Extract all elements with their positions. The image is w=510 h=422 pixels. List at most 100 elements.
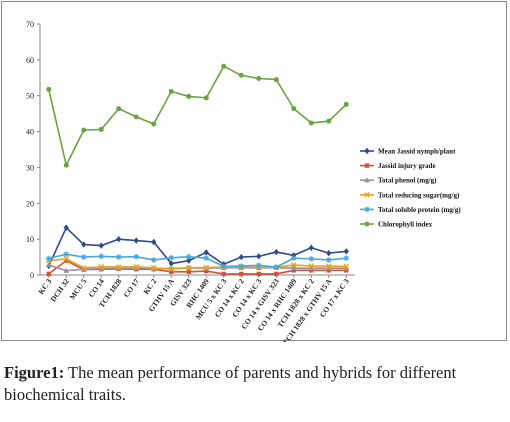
data-point [98,126,104,132]
data-point [185,264,192,271]
data-point [151,238,157,246]
data-point [239,271,244,277]
data-point [290,255,297,261]
data-point [63,251,70,258]
legend-label: Chlorophyll index [378,221,433,229]
series-3 [45,256,350,273]
data-point [308,265,315,271]
data-point [63,267,70,273]
data-point [98,263,105,270]
legend-marker [364,147,370,155]
data-point [238,253,244,261]
data-point [203,255,210,261]
data-point [81,241,87,248]
data-point [63,256,70,262]
data-point [256,76,262,82]
chart-series [45,63,350,277]
data-point [133,253,140,260]
data-point [45,261,52,268]
data-point [133,114,139,120]
data-point [343,265,350,271]
y-tick-label: 30 [26,163,34,172]
data-point [150,257,157,263]
data-point [325,263,332,269]
y-tick-label: 70 [26,20,34,29]
data-point [290,262,297,268]
y-tick-label: 20 [26,199,34,208]
legend-marker [364,163,370,168]
x-tick-label: KC 3 [36,277,53,296]
x-tick-label: KC 2 [141,277,158,296]
data-point [133,263,140,270]
legend-label: Mean Jassid nymph/plant [378,148,456,156]
data-point [238,263,245,269]
data-point [64,258,69,263]
series-line [47,65,347,167]
data-point [204,268,209,274]
data-point [133,265,140,271]
data-point [63,162,69,168]
y-tick-label: 0 [30,271,34,280]
data-point [343,101,349,107]
series-0 [46,224,349,270]
data-point [168,266,175,273]
data-point [80,266,87,272]
data-point [46,86,52,92]
caption-label: Figure1: [4,363,65,382]
data-point [343,248,349,255]
data-point [326,249,332,257]
legend-label: Total soluble protein (mg/g) [378,206,461,214]
legend-marker [364,191,370,198]
data-point [203,264,210,271]
data-point [168,254,175,261]
legend-marker [364,206,370,213]
data-point [115,254,122,260]
data-point [133,237,139,244]
data-point [185,253,192,260]
data-point [80,254,87,260]
data-point [343,255,350,261]
data-point [98,253,105,260]
caption-text: The mean performance of parents and hybr… [4,363,457,404]
data-point [150,264,157,271]
series-line [48,258,347,271]
figure-caption: Figure1: The mean performance of parents… [4,362,504,406]
legend-marker [364,221,370,227]
legend-label: Total phenol (mg/g) [378,177,437,185]
data-point [46,271,51,277]
data-point [115,264,122,270]
data-point [220,263,227,270]
data-point [186,269,191,274]
chart-legend: Mean Jassid nymph/plant Jassid injury gra… [360,148,461,229]
data-point [255,262,262,269]
data-point [81,127,87,133]
data-point [308,120,314,126]
data-point [256,271,261,277]
data-point [308,256,315,262]
data-point [98,242,104,249]
data-point [291,106,297,112]
data-point [45,255,52,262]
data-point [203,249,209,256]
data-point [168,260,174,267]
data-point [274,271,279,277]
legend-marker [364,177,370,183]
data-point [151,121,157,127]
series-line [48,226,347,267]
data-point [116,106,122,112]
data-point [98,265,105,271]
data-point [168,88,174,94]
y-tick-label: 60 [26,56,34,65]
x-tick-label: MCU 5 [68,277,89,302]
data-point [326,118,332,124]
series-4 [45,251,350,270]
data-point [256,253,262,260]
data-point [203,95,209,101]
y-tick-label: 50 [26,92,34,101]
y-tick-label: 40 [26,128,34,137]
data-point [273,264,280,270]
data-point [273,248,279,256]
legend-label: Total reducing sugar(mg/g) [378,191,460,199]
